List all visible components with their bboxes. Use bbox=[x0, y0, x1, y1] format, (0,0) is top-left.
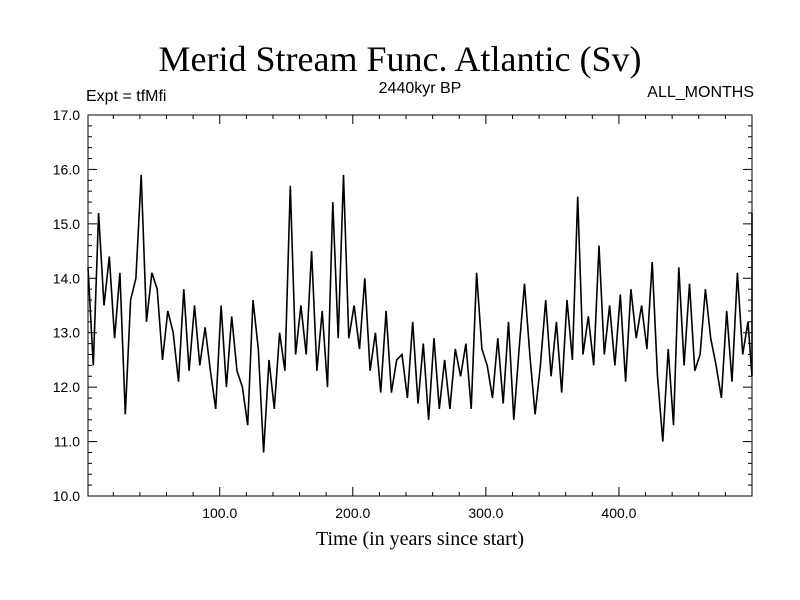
x-tick-label: 100.0 bbox=[202, 505, 237, 521]
x-axis-label: Time (in years since start) bbox=[315, 528, 525, 550]
chart-title: Merid Stream Func. Atlantic (Sv) bbox=[158, 39, 642, 79]
plot-frame bbox=[87, 114, 753, 497]
y-tick-label: 16.0 bbox=[53, 161, 80, 177]
y-tick-label: 11.0 bbox=[54, 434, 80, 450]
y-tick-label: 15.0 bbox=[53, 216, 80, 232]
series-line bbox=[87, 174, 753, 453]
y-tick-label: 10.0 bbox=[53, 488, 80, 504]
experiment-label: Expt = tfMfi bbox=[86, 88, 167, 105]
axis-ticks bbox=[88, 114, 753, 497]
y-tick-label: 13.0 bbox=[53, 325, 80, 341]
axis-tick-labels: 10.0 11.0 12.0 13.0 14.0 15.0 16.0 17.0 100.0 200… bbox=[53, 107, 637, 521]
y-tick-label: 14.0 bbox=[53, 270, 80, 286]
y-tick-label: 17.0 bbox=[53, 107, 80, 123]
x-tick-label: 200.0 bbox=[335, 505, 370, 521]
x-tick-label: 300.0 bbox=[468, 505, 503, 521]
chart-subtitle: 2440kyr BP bbox=[378, 80, 462, 97]
months-label: ALL_MONTHS bbox=[647, 84, 754, 101]
y-tick-label: 12.0 bbox=[53, 379, 80, 395]
x-tick-label: 400.0 bbox=[601, 505, 636, 521]
